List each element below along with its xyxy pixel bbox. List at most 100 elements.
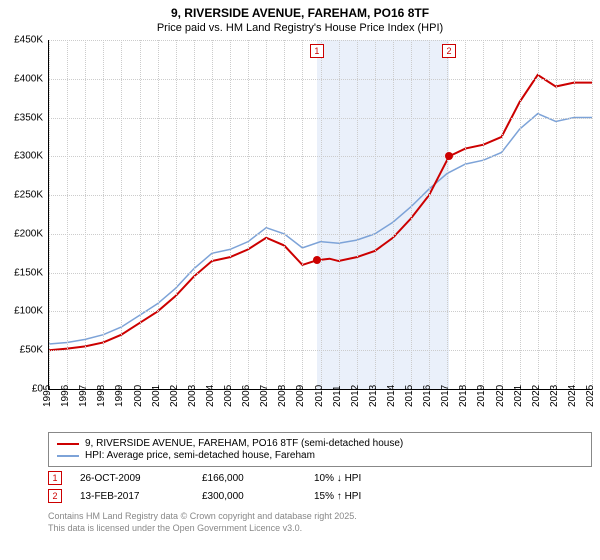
x-axis-label: 2005: [219, 385, 234, 407]
x-axis-label: 2013: [364, 385, 379, 407]
gridline-vertical: [230, 40, 231, 389]
gridline-vertical: [574, 40, 575, 389]
chart-title: 9, RIVERSIDE AVENUE, FAREHAM, PO16 8TF: [0, 6, 600, 20]
y-axis-label: £400K: [14, 73, 49, 84]
x-axis-label: 2022: [527, 385, 542, 407]
y-axis-label: £200K: [14, 228, 49, 239]
x-axis-label: 2000: [128, 385, 143, 407]
gridline-vertical: [502, 40, 503, 389]
gridline-vertical: [103, 40, 104, 389]
gridline-vertical: [67, 40, 68, 389]
event-table: 1 26-OCT-2009 £166,000 10% ↓ HPI 2 13-FE…: [48, 471, 592, 503]
y-axis-label: £50K: [20, 345, 49, 356]
gridline-vertical: [465, 40, 466, 389]
y-axis-label: £350K: [14, 112, 49, 123]
x-axis-label: 2006: [237, 385, 252, 407]
gridline-vertical: [375, 40, 376, 389]
event-marker-icon: 1: [48, 471, 62, 485]
x-axis-label: 2023: [545, 385, 560, 407]
x-axis-label: 1999: [110, 385, 125, 407]
event-delta: 10% ↓ HPI: [314, 473, 454, 484]
x-axis-label: 2007: [255, 385, 270, 407]
gridline-vertical: [158, 40, 159, 389]
x-axis-label: 2024: [563, 385, 578, 407]
gridline-vertical: [121, 40, 122, 389]
event-price: £300,000: [202, 491, 302, 502]
x-axis-label: 2015: [400, 385, 415, 407]
legend-swatch-red: [57, 443, 79, 445]
gridline-vertical: [393, 40, 394, 389]
event-price: £166,000: [202, 473, 302, 484]
chart-container: 9, RIVERSIDE AVENUE, FAREHAM, PO16 8TF P…: [0, 0, 600, 560]
footer-line: This data is licensed under the Open Gov…: [48, 523, 592, 535]
legend-item-price-paid: 9, RIVERSIDE AVENUE, FAREHAM, PO16 8TF (…: [57, 438, 583, 449]
x-axis-label: 2017: [436, 385, 451, 407]
title-block: 9, RIVERSIDE AVENUE, FAREHAM, PO16 8TF P…: [0, 0, 600, 36]
legend-swatch-blue: [57, 455, 79, 457]
legend-label: 9, RIVERSIDE AVENUE, FAREHAM, PO16 8TF (…: [85, 438, 403, 449]
footer-text: Contains HM Land Registry data © Crown c…: [48, 511, 592, 534]
x-axis-label: 1997: [74, 385, 89, 407]
event-dot-icon: [445, 152, 453, 160]
x-axis-label: 2008: [273, 385, 288, 407]
x-axis-label: 2004: [201, 385, 216, 407]
x-axis-label: 2020: [490, 385, 505, 407]
gridline-vertical: [483, 40, 484, 389]
x-axis-label: 1998: [92, 385, 107, 407]
gridline-vertical: [429, 40, 430, 389]
gridline-vertical: [339, 40, 340, 389]
x-axis-label: 2021: [508, 385, 523, 407]
gridline-vertical: [520, 40, 521, 389]
gridline-vertical: [357, 40, 358, 389]
x-axis-label: 2010: [309, 385, 324, 407]
event-delta: 15% ↑ HPI: [314, 491, 454, 502]
gridline-vertical: [321, 40, 322, 389]
gridline-vertical: [592, 40, 593, 389]
x-axis-label: 2002: [165, 385, 180, 407]
gridline-vertical: [447, 40, 448, 389]
event-marker-flag: 1: [310, 44, 324, 58]
y-axis-label: £250K: [14, 190, 49, 201]
gridline-vertical: [176, 40, 177, 389]
x-axis-label: 1995: [38, 385, 53, 407]
event-date: 13-FEB-2017: [80, 491, 190, 502]
gridline-vertical: [140, 40, 141, 389]
gridline-vertical: [85, 40, 86, 389]
x-axis-label: 2009: [291, 385, 306, 407]
x-axis-label: 2016: [418, 385, 433, 407]
y-axis-label: £150K: [14, 267, 49, 278]
legend-box: 9, RIVERSIDE AVENUE, FAREHAM, PO16 8TF (…: [48, 432, 592, 467]
legend-item-hpi: HPI: Average price, semi-detached house,…: [57, 450, 583, 461]
x-axis-label: 2014: [382, 385, 397, 407]
footer-line: Contains HM Land Registry data © Crown c…: [48, 511, 592, 523]
x-axis-label: 2019: [472, 385, 487, 407]
gridline-vertical: [284, 40, 285, 389]
chart-subtitle: Price paid vs. HM Land Registry's House …: [0, 22, 600, 34]
gridline-vertical: [302, 40, 303, 389]
y-axis-label: £100K: [14, 306, 49, 317]
x-axis-label: 2025: [581, 385, 596, 407]
gridline-vertical: [538, 40, 539, 389]
gridline-vertical: [556, 40, 557, 389]
gridline-vertical: [266, 40, 267, 389]
legend-label: HPI: Average price, semi-detached house,…: [85, 450, 315, 461]
x-axis-label: 2001: [146, 385, 161, 407]
y-axis-label: £450K: [14, 35, 49, 46]
event-row: 2 13-FEB-2017 £300,000 15% ↑ HPI: [48, 489, 592, 503]
y-axis-label: £300K: [14, 151, 49, 162]
event-row: 1 26-OCT-2009 £166,000 10% ↓ HPI: [48, 471, 592, 485]
x-axis-label: 2003: [183, 385, 198, 407]
x-axis-label: 2018: [454, 385, 469, 407]
gridline-vertical: [49, 40, 50, 389]
plot-area: £0£50K£100K£150K£200K£250K£300K£350K£400…: [48, 40, 592, 390]
x-axis-label: 1996: [56, 385, 71, 407]
gridline-vertical: [212, 40, 213, 389]
event-marker-flag: 2: [442, 44, 456, 58]
event-marker-icon: 2: [48, 489, 62, 503]
x-axis-label: 2011: [328, 385, 343, 407]
event-dot-icon: [313, 256, 321, 264]
gridline-vertical: [248, 40, 249, 389]
gridline-vertical: [411, 40, 412, 389]
event-date: 26-OCT-2009: [80, 473, 190, 484]
x-axis-label: 2012: [346, 385, 361, 407]
